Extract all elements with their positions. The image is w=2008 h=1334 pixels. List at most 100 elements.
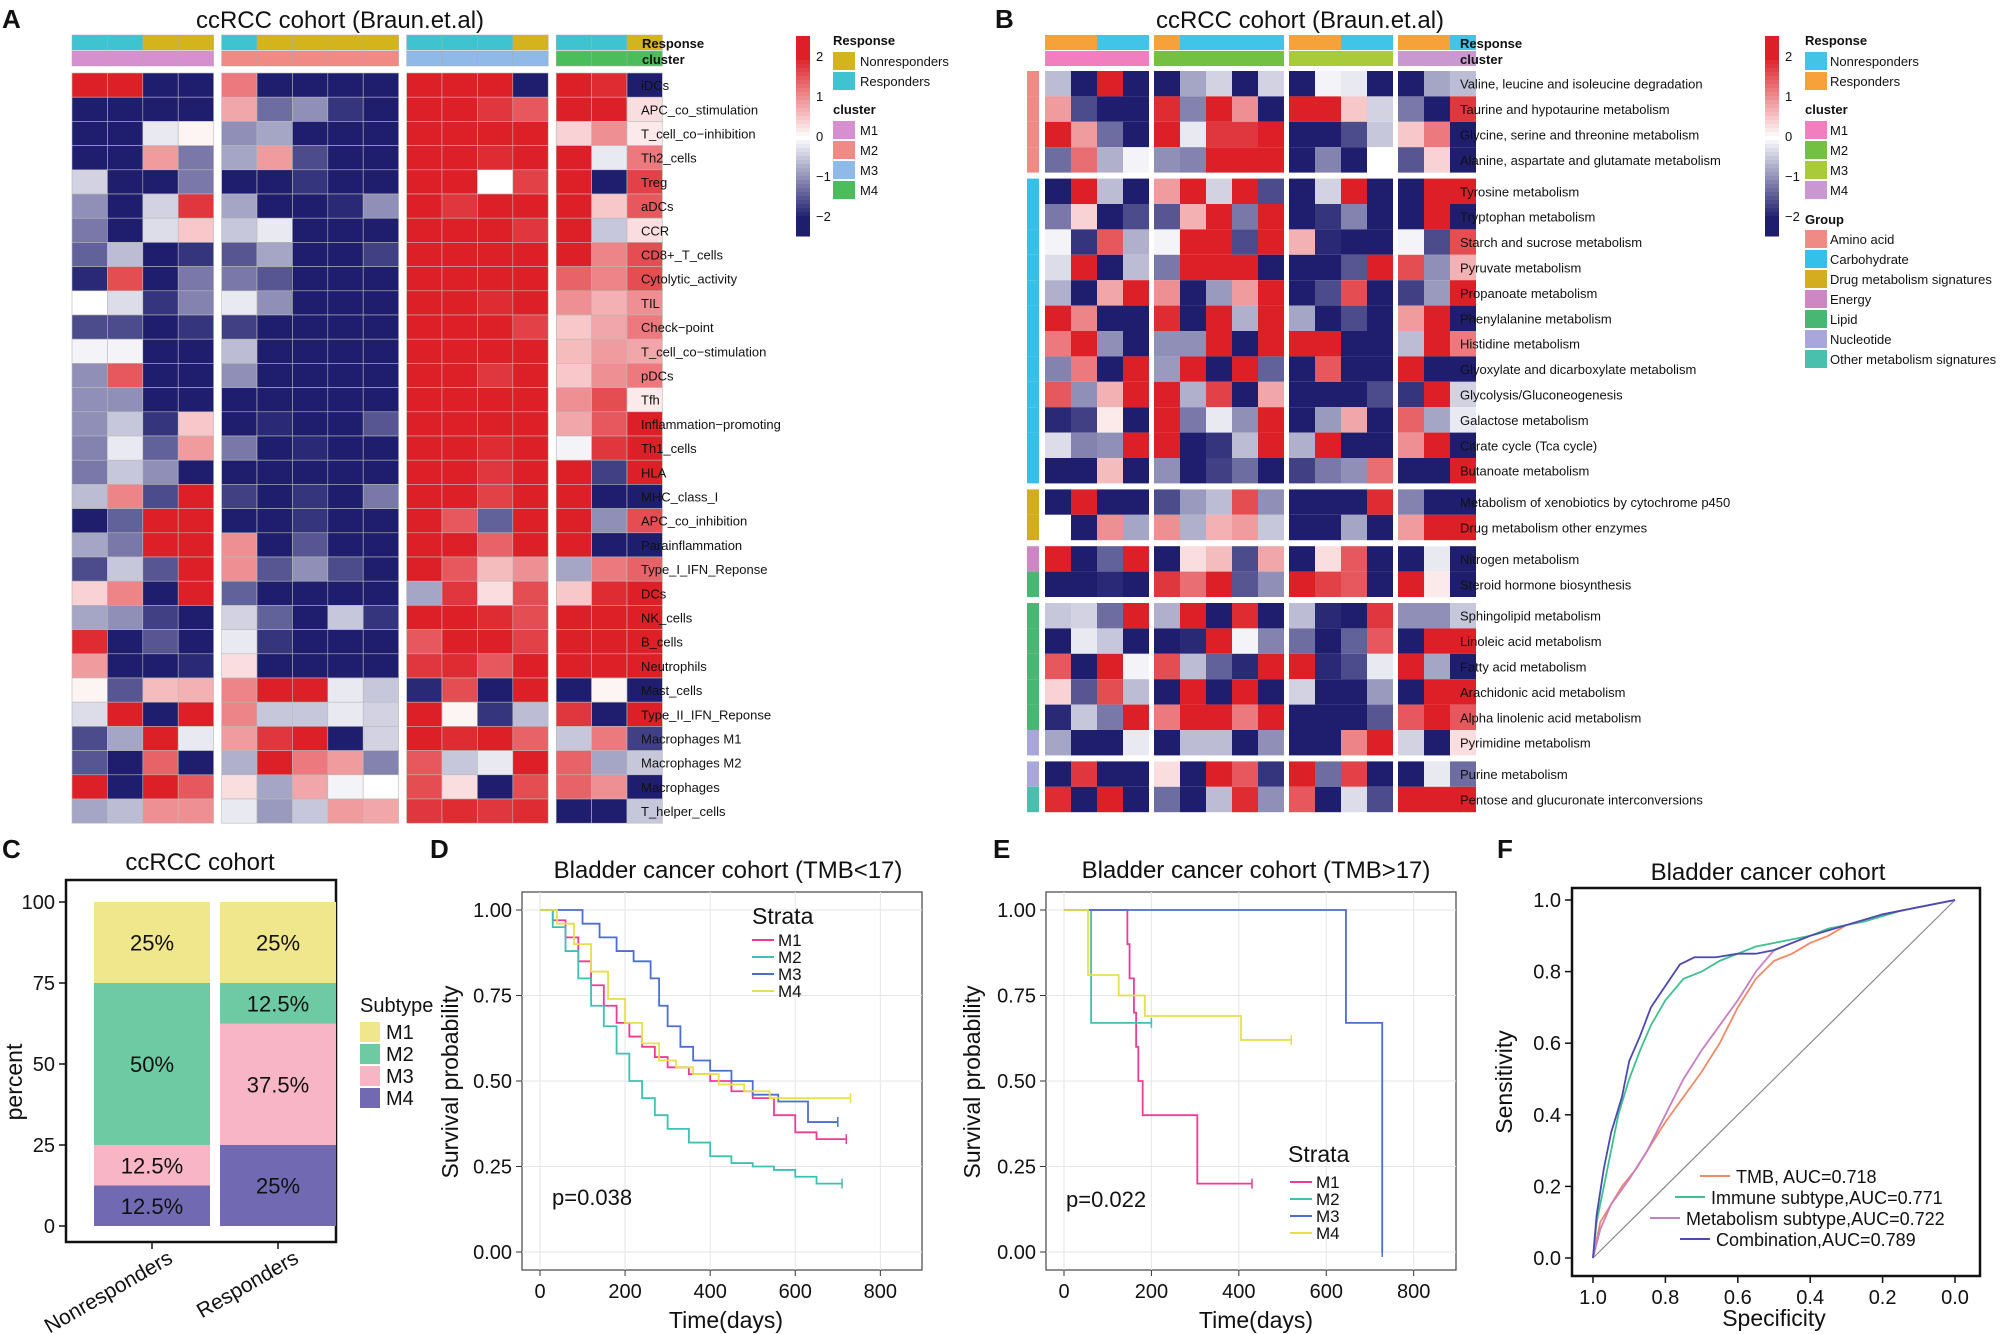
heatmap-a-cell [107, 750, 144, 776]
heatmap-a-cell [406, 169, 443, 195]
heatmap-b-cell [1154, 679, 1180, 705]
heatmap-a-row-label: T_cell_co−stimulation [641, 344, 766, 359]
heatmap-b-cell [1450, 147, 1476, 173]
color-scale-step [1765, 160, 1779, 165]
color-scale-step [1765, 176, 1779, 181]
heatmap-a-cell [107, 363, 144, 388]
panel-d-axes: 0 200 400 600 800 0.00 0.25 0.50 0.75 1.00 [473, 900, 897, 1303]
heatmap-b-cell [1123, 571, 1149, 597]
legend-b-carb-label: Carbohydrate [1830, 252, 1909, 267]
heatmap-a-cell [292, 72, 329, 98]
heatmap-b-cell [1315, 280, 1341, 306]
heatmap-b-cell [1398, 305, 1424, 331]
heatmap-a-cluster-cell [142, 50, 179, 67]
heatmap-a-cell [221, 435, 258, 461]
heatmap-b-cell [1367, 204, 1393, 230]
heatmap-a-cell [256, 217, 293, 243]
heatmap-b-cell [1071, 356, 1097, 382]
color-scale-step [1765, 216, 1779, 221]
heatmap-b-cell [1097, 653, 1123, 680]
heatmap-b-cell [1450, 603, 1476, 629]
color-scale-step [796, 96, 810, 101]
heatmap-a-cell [71, 459, 108, 485]
heatmap-a-cluster-cell [292, 50, 329, 67]
heatmap-b-cell [1154, 280, 1180, 306]
heatmap-a-cell [591, 459, 628, 485]
heatmap-a-cell [256, 314, 293, 340]
panel-c-legend-label: M2 [386, 1044, 414, 1066]
heatmap-b-cell [1045, 178, 1071, 204]
heatmap-a-cell [626, 484, 663, 509]
heatmap-a-cell [626, 363, 663, 388]
heatmap-b-cell [1071, 653, 1097, 680]
panel-d-title: Bladder cancer cohort (TMB<17) [554, 857, 903, 884]
heatmap-b-cell [1398, 381, 1424, 408]
heatmap-b-cell [1450, 761, 1476, 787]
panel-f-ytick-label: 0.0 [1533, 1248, 1561, 1270]
heatmap-a-cell [555, 338, 592, 364]
heatmap-b-group-cell [1027, 546, 1039, 572]
heatmap-b-cell [1341, 178, 1367, 204]
heatmap-a-cell [406, 411, 443, 437]
heatmap-a-cell [327, 72, 364, 98]
heatmap-b-cluster-label: cluster [1460, 52, 1503, 67]
panel-c-data-label: 12.5% [247, 991, 309, 1016]
heatmap-b-group-cell [1027, 514, 1039, 541]
panel-e-xlabel: Time(days) [1199, 1307, 1313, 1333]
heatmap-a-cell [512, 508, 549, 534]
heatmap-b-cell [1097, 679, 1123, 705]
heatmap-b-cell [1180, 305, 1206, 331]
heatmap-b-cell [1154, 381, 1180, 408]
heatmap-b-cell [1424, 786, 1450, 813]
heatmap-b-cell [1232, 514, 1258, 541]
heatmap-b-cell [1123, 204, 1149, 230]
legend-b-response-title: Response [1805, 33, 1867, 48]
heatmap-a-cell [177, 556, 214, 582]
heatmap-a-cell [256, 145, 293, 171]
heatmap-b-cell [1315, 305, 1341, 331]
heatmap-b-cell [1367, 603, 1393, 629]
heatmap-b-cell [1341, 628, 1367, 654]
heatmap-a-cell [362, 653, 399, 679]
color-scale-step [1765, 188, 1779, 193]
heatmap-a-cell [221, 145, 258, 171]
panel-f-xtick-label: 0.2 [1869, 1287, 1897, 1309]
heatmap-a-cell [555, 726, 592, 751]
heatmap-b-cell [1258, 96, 1284, 122]
heatmap-b-group-cell [1027, 71, 1039, 97]
color-scale-step [796, 92, 810, 97]
heatmap-a-cell [221, 629, 258, 655]
heatmap-a-cell [626, 556, 663, 582]
heatmap-b-cell [1398, 96, 1424, 122]
heatmap-b-cell [1154, 331, 1180, 357]
heatmap-b-cell [1450, 178, 1476, 204]
heatmap-a-cell [327, 145, 364, 171]
heatmap-a-cell [362, 121, 399, 146]
heatmap-a-cell [292, 532, 329, 558]
heatmap-a-cell [362, 411, 399, 437]
heatmap-b-cell [1367, 229, 1393, 255]
heatmap-a-cell [327, 290, 364, 316]
heatmap-b-cell [1206, 458, 1232, 484]
panel-f-xtick-label: 0.4 [1796, 1287, 1824, 1309]
heatmap-b-cell [1123, 147, 1149, 173]
panel-e-ylabel: Survival probability [959, 985, 985, 1179]
pe-legend-label: M4 [1316, 1224, 1340, 1243]
heatmap-a-cell [142, 508, 179, 534]
heatmap-b-response-cell [1341, 35, 1367, 50]
color-scale-step [1765, 84, 1779, 89]
heatmap-b-cell [1071, 761, 1097, 787]
heatmap-b-cell [1206, 254, 1232, 281]
heatmap-a-cell [292, 435, 329, 461]
heatmap-a-row-label: Macrophages M1 [641, 732, 741, 747]
legend-b-energy-swatch [1805, 290, 1827, 308]
heatmap-a-row-label: pDCs [641, 369, 674, 384]
heatmap-b-cell [1071, 381, 1097, 408]
heatmap-a-row-label: Neutrophils [641, 659, 707, 674]
pe-legend-label: M1 [1316, 1173, 1340, 1192]
heatmap-b-cell [1367, 653, 1393, 680]
heatmap-b-response-cell [1071, 35, 1097, 50]
heatmap-a-cell [221, 314, 258, 340]
heatmap-b-cell [1398, 121, 1424, 148]
heatmap-a-cell [441, 96, 478, 122]
